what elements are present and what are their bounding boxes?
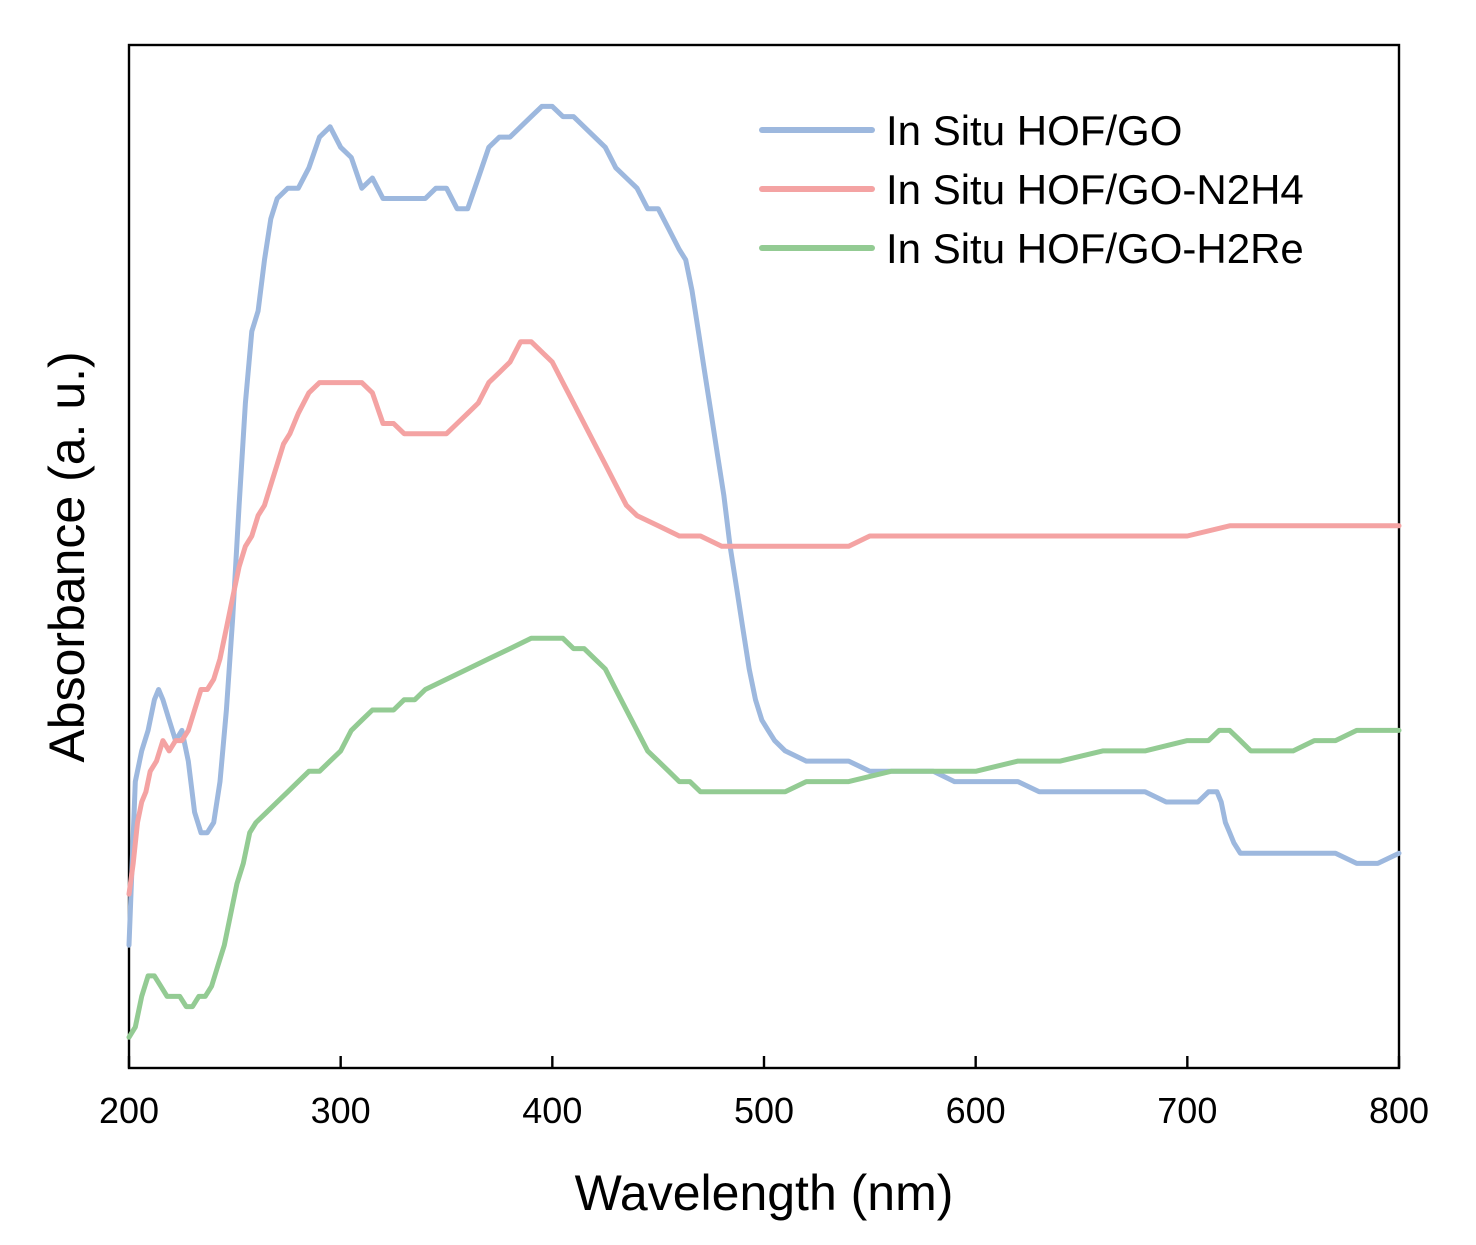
series-line-1 xyxy=(126,103,1402,948)
x-tick-label: 500 xyxy=(734,1090,794,1131)
x-tick-label: 600 xyxy=(946,1090,1006,1131)
x-tick-label: 200 xyxy=(99,1090,159,1131)
x-axis: 200 300 400 500 600 700 800 xyxy=(99,1056,1429,1131)
legend-label: In Situ HOF/GO-N2H4 xyxy=(886,166,1304,213)
x-tick-label: 700 xyxy=(1157,1090,1217,1131)
series-layer xyxy=(126,103,1402,1040)
x-tick-label: 400 xyxy=(522,1090,582,1131)
y-axis-label: Absorbance (a. u.) xyxy=(39,351,95,762)
legend-label: In Situ HOF/GO xyxy=(886,107,1182,154)
legend-item-2: In Situ HOF/GO-N2H4 xyxy=(759,166,1304,213)
plot-frame xyxy=(127,43,1401,1070)
legend-label: In Situ HOF/GO-H2Re xyxy=(886,225,1304,272)
x-tick-label: 800 xyxy=(1369,1090,1429,1131)
legend-item-3: In Situ HOF/GO-H2Re xyxy=(759,225,1304,272)
x-axis-label: Wavelength (nm) xyxy=(575,1165,954,1221)
x-tick-label: 300 xyxy=(311,1090,371,1131)
series-line-3 xyxy=(126,635,1402,1040)
legend-item-1: In Situ HOF/GO xyxy=(759,107,1182,154)
legend: In Situ HOF/GO In Situ HOF/GO-N2H4 In Situ… xyxy=(759,107,1304,272)
series-line-2 xyxy=(126,339,1402,897)
